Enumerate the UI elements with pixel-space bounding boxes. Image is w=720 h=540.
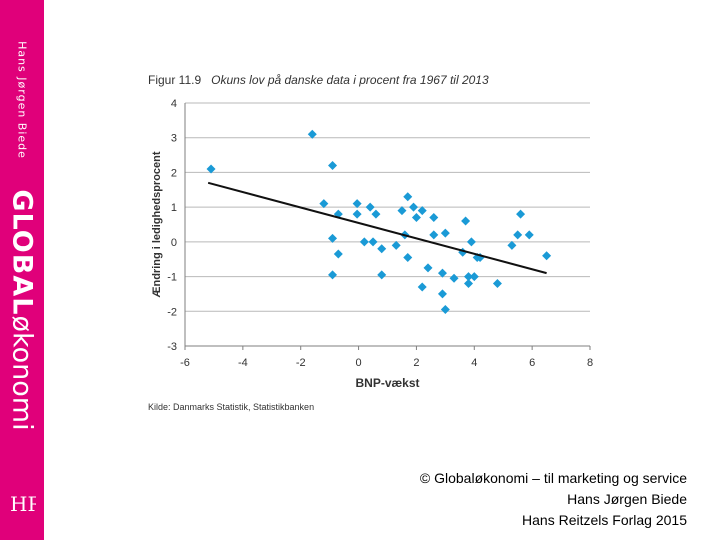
y-tick-label: 4 — [171, 98, 177, 110]
y-tick-label: 0 — [171, 237, 177, 249]
data-point — [417, 206, 427, 216]
data-point — [319, 199, 329, 209]
data-point — [391, 240, 401, 250]
data-point — [466, 237, 476, 247]
data-point — [429, 213, 439, 223]
credits-line-3: Hans Reitzels Forlag 2015 — [522, 512, 687, 528]
y-tick-label: 2 — [171, 167, 177, 179]
data-point — [377, 270, 387, 280]
data-point — [368, 237, 378, 247]
data-point — [440, 305, 450, 315]
data-point — [307, 129, 317, 139]
data-point — [409, 202, 419, 212]
publisher-logo-text: HR — [10, 492, 36, 516]
publisher-logo-icon: HR — [10, 492, 36, 516]
x-tick-label: 2 — [413, 357, 419, 369]
data-point — [328, 160, 338, 170]
x-tick-label: 0 — [356, 357, 362, 369]
data-point — [411, 213, 421, 223]
x-tick-label: -4 — [238, 357, 248, 369]
data-point — [524, 230, 534, 240]
credits: © Globaløkonomi – til marketing og servi… — [420, 468, 687, 531]
data-point — [328, 233, 338, 243]
data-point — [461, 216, 471, 226]
scatter-chart: -3 -2 -1 0 1 2 3 4 -6 -4 -2 0 2 4 6 8 BNP-vækst Ændring i… — [151, 98, 593, 390]
data-point — [352, 209, 362, 219]
x-axis-title: BNP-vækst — [355, 376, 419, 390]
data-point — [464, 272, 473, 282]
figure-caption: Okuns lov på danske data i procent fra 1… — [211, 73, 489, 87]
data-point — [513, 230, 523, 240]
y-tick-label: -1 — [167, 272, 177, 284]
sidebar: Hans Jørgen Biede GLOBALøkonomi HR — [0, 0, 44, 540]
brand-light: økonomi — [6, 315, 38, 431]
figure-source: Kilde: Danmarks Statistik, Statistikbank… — [148, 402, 315, 412]
data-point — [449, 273, 459, 283]
data-point — [542, 251, 552, 261]
data-point — [464, 279, 473, 289]
data-point — [403, 192, 413, 202]
y-tick-label: 3 — [171, 133, 177, 145]
data-point — [440, 228, 450, 238]
data-point — [206, 164, 216, 174]
data-point — [352, 199, 362, 209]
brand-wordmark: GLOBALøkonomi — [6, 189, 38, 431]
trend-line — [207, 181, 547, 275]
data-point — [333, 209, 343, 219]
data-point — [417, 282, 427, 292]
data-point — [437, 289, 447, 299]
sidebar-author: Hans Jørgen Biede — [15, 41, 29, 159]
x-tick-label: -6 — [180, 357, 190, 369]
y-tick-label: -3 — [167, 341, 177, 353]
y-axis-title: Ændring i ledighedsprocent — [151, 151, 163, 297]
data-point — [371, 209, 381, 219]
x-tick-label: -2 — [296, 357, 306, 369]
y-tick-label: 1 — [171, 202, 177, 214]
data-point — [507, 240, 517, 250]
data-point — [333, 249, 343, 259]
figure-number: Figur 11.9 — [148, 73, 202, 87]
x-tick-label: 4 — [471, 357, 477, 369]
x-tick-label: 6 — [529, 357, 535, 369]
credits-line-1: © Globaløkonomi – til marketing og servi… — [419, 470, 687, 486]
data-point — [429, 230, 439, 240]
credits-line-2: Hans Jørgen Biede — [567, 491, 687, 507]
data-point — [469, 272, 479, 282]
data-point — [516, 209, 526, 219]
data-point — [365, 202, 375, 212]
x-tick-label: 8 — [587, 357, 593, 369]
data-point — [328, 270, 338, 280]
data-point — [397, 206, 407, 216]
data-point — [403, 252, 413, 262]
data-point — [359, 237, 369, 247]
data-point — [377, 244, 387, 254]
data-point — [423, 263, 433, 273]
brand-bold: GLOBAL — [6, 189, 38, 316]
data-point — [492, 279, 502, 289]
figure-title: Figur 11.9 Okuns lov på danske data i pro… — [148, 73, 489, 87]
y-tick-label: -2 — [167, 306, 177, 318]
data-point — [437, 268, 447, 278]
